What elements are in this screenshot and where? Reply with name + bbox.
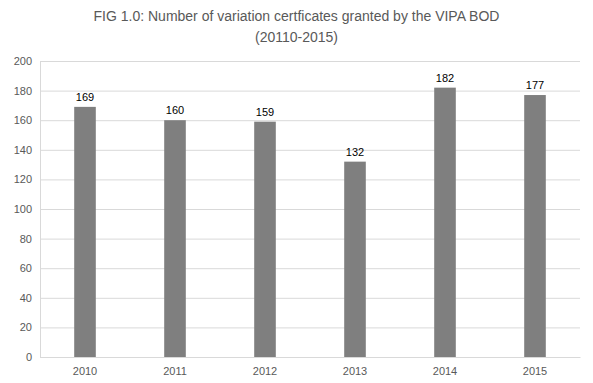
y-tick-label: 200 (14, 55, 32, 67)
x-tick: 2011 (163, 357, 187, 377)
y-tick-label: 140 (14, 144, 32, 156)
x-tick: 2013 (343, 357, 367, 377)
y-tick-label: 100 (14, 203, 32, 215)
data-labels: 169 160 159 132 182 177 (76, 72, 544, 158)
grid-line (40, 357, 580, 358)
grid-line (40, 179, 580, 180)
grid-line (40, 91, 580, 92)
x-axis: 2010 2011 2012 2013 2014 2015 (41, 357, 581, 377)
y-tick: 160 (14, 114, 40, 126)
x-tick: 2015 (523, 357, 547, 377)
chart-title: (20110-2015) (255, 29, 338, 45)
bar (254, 122, 276, 357)
bar (74, 107, 96, 357)
y-tick: 60 (20, 262, 40, 274)
y-tick: 140 (14, 144, 40, 156)
data-label: 169 (76, 91, 94, 103)
grid-line (40, 239, 580, 240)
grid-line (40, 150, 580, 151)
y-tick-label: 60 (20, 262, 32, 274)
y-tick: 100 (14, 203, 40, 215)
y-tick-label: 0 (26, 351, 32, 363)
bar (434, 88, 456, 357)
y-tick: 80 (20, 233, 40, 245)
data-label: 132 (346, 146, 364, 158)
x-tick-label: 2015 (523, 365, 547, 377)
chart-container: FIG 1.0: Number of variation certficates… (0, 0, 593, 383)
y-tick-label: 180 (14, 85, 32, 97)
x-tick: 2014 (433, 357, 457, 377)
x-tick-label: 2013 (343, 365, 367, 377)
y-tick-label: 40 (20, 292, 32, 304)
x-tick-label: 2011 (163, 365, 187, 377)
grid (40, 62, 580, 358)
chart-svg: FIG 1.0: Number of variation certficates… (0, 0, 593, 383)
grid-line (40, 209, 580, 210)
x-tick: 2010 (73, 357, 97, 377)
bar (524, 95, 546, 357)
y-tick-label: 160 (14, 114, 32, 126)
data-label: 160 (166, 104, 184, 116)
y-axis: 0 20 40 60 80 100 120 140 160 180 200 (14, 55, 41, 363)
bar (344, 162, 366, 357)
x-tick-label: 2012 (253, 365, 277, 377)
x-tick-label: 2014 (433, 365, 457, 377)
data-label: 182 (436, 72, 454, 84)
y-tick: 120 (14, 173, 40, 185)
grid-line (40, 298, 580, 299)
y-tick-label: 20 (20, 321, 32, 333)
grid-line (40, 61, 580, 62)
x-axis-line (41, 357, 581, 358)
y-tick: 180 (14, 85, 40, 97)
grid-line (40, 268, 580, 269)
data-label: 177 (526, 79, 544, 91)
y-tick: 40 (20, 292, 40, 304)
grid-line (40, 120, 580, 121)
y-tick: 20 (20, 321, 40, 333)
chart-title: FIG 1.0: Number of variation certficates… (94, 8, 500, 24)
x-tick: 2012 (253, 357, 277, 377)
y-tick: 0 (26, 351, 40, 363)
y-tick-label: 120 (14, 173, 32, 185)
y-tick: 200 (14, 55, 40, 67)
x-tick-label: 2010 (73, 365, 97, 377)
y-axis-line (40, 62, 41, 358)
grid-line (40, 327, 580, 328)
y-tick-label: 80 (20, 233, 32, 245)
bar (164, 120, 186, 357)
data-label: 159 (256, 106, 274, 118)
bars (74, 88, 546, 357)
